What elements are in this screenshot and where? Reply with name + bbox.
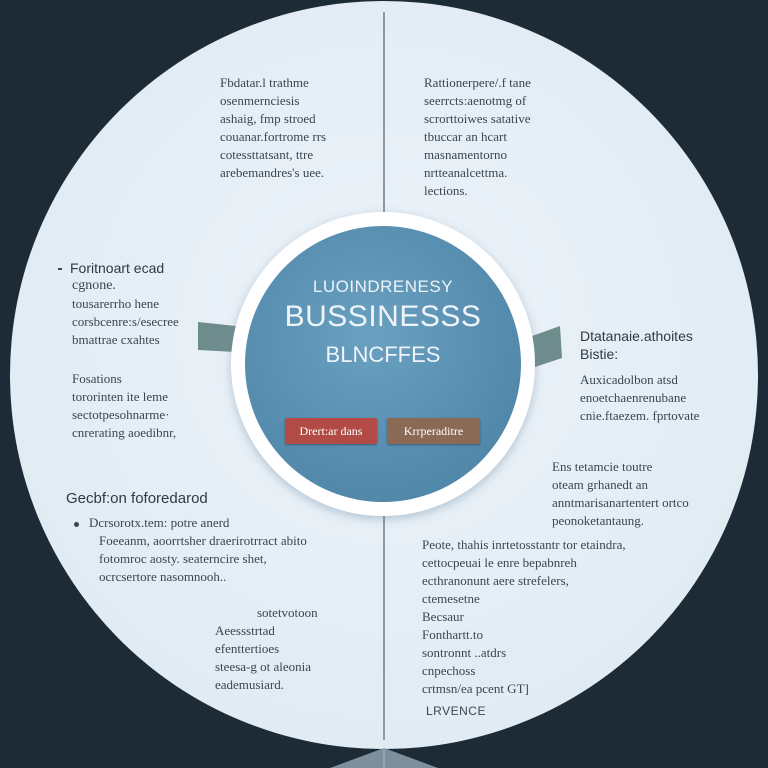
footer-label: LRVENCE [426,704,486,718]
text-line: Fbdatar.l trathme [220,75,309,90]
tab-right [532,326,562,368]
text-line: osenmernciesis [220,93,300,108]
block-heading: Dtatanaie.athoites [580,328,693,344]
text-line: Aeessstrtad [215,623,275,638]
text-line: cotessttatsant, ttre [220,147,314,162]
text-block-bottom-right: Peote, thahis inrtetosstantr tor etaindr… [422,536,626,698]
bullet-dot [58,268,62,271]
hub-subtitle: BLNCFFES [325,342,441,367]
text-line: ashaig, fmp stroed [220,111,316,126]
text-line: efenttertioes [215,641,280,656]
text-line: Rattionerpere/.f tane [424,75,531,90]
text-line: ecthranonunt aere strefelers, [422,573,569,588]
text-line: bmattrae cxahtes [72,332,160,347]
text-line: Foeeanm, aoorrtsher draerirotrract abito [99,533,307,548]
text-line: ocrcsertore nasomnooh.. [99,569,227,584]
text-line: couanar.fortrome rrs [220,129,327,144]
text-line: corsbcenre:s/esecree [72,314,179,329]
hub-button-right[interactable]: Krrperaditre [387,418,480,444]
text-line: ctemesetne [422,591,480,606]
text-line: nrtteanalcettma. [424,165,508,180]
text-line: scrorttoiwes satative [424,111,531,126]
text-block-top-right: Rattionerpere/.f tane seerrcts:aenotmg o… [424,74,531,200]
text-block-mid-left-2: Fosations tororinten ite leme sectotpeso… [72,370,176,442]
text-block-lower-left: Gecbf:on foforedarod Dcrsorotx.tem: potr… [66,490,307,586]
hub-title: BUSSINESSS [284,300,482,333]
text-line: oteam grhanedt an [552,477,649,492]
text-line: Fosations [72,371,122,386]
block-heading-text: Foritnoart ecad [70,260,165,276]
text-line: tororinten ite leme [72,389,169,404]
text-line: sotetvotoon [257,605,318,620]
text-line: lections. [424,183,468,198]
text-line: Becsaur [422,609,464,624]
text-line: seerrcts:aenotmg of [424,93,527,108]
block-heading: Gecbf:on foforedarod [66,490,208,507]
text-line: masnamentorno [424,147,508,162]
text-line: tousarerrho hene [72,296,159,311]
text-block-top-left: Fbdatar.l trathme osenmernciesis ashaig,… [220,74,326,182]
text-line: crtmsn/ea pcent GT] [422,681,529,696]
text-line: arebemandres's uee. [220,165,325,180]
text-line: cettocpeuai le enre bepabnreh [422,555,577,570]
text-line: Peote, thahis inrtetosstantr tor etaindr… [422,537,626,552]
text-block-bottom-left: sotetvotoon Aeessstrtad efenttertioes st… [215,604,318,694]
text-block-mid-right: Dtatanaie.athoites Bistie: Auxicadolbon … [580,327,699,425]
text-line-content: Dcrsorotx.tem: potre anerd [89,515,230,530]
block-heading: Foritnoart ecad [58,259,179,277]
text-line: cnpechoss [422,663,476,678]
text-line: Fonthartt.to [422,627,484,642]
text-line: Ens tetamcie toutre [552,459,653,474]
bullet-dot [74,521,79,527]
text-line: anntmarisanartentert ortco [552,495,689,510]
tab-left [198,322,236,352]
text-line: Auxicadolbon atsd [580,372,678,387]
text-line: Dcrsorotx.tem: potre anerd [66,514,307,532]
text-line: steesa-g ot aleonia [215,659,312,674]
text-block-lower-right: Ens tetamcie toutre oteam grhanedt an an… [552,458,689,530]
text-line: fotomroc aosty. seaterncire shet, [99,551,267,566]
text-line: cnie.ftaezem. fprtovate [580,408,700,423]
hub-kicker: LUOINDRENESY [312,277,454,296]
text-line: cgnone. [72,278,116,293]
text-line: enoetchaenrenubane [580,390,687,405]
text-line: tbuccar an hcart [424,129,508,144]
text-line: peonoketantaung. [552,513,645,528]
text-line: sontronnt ..atdrs [422,645,507,660]
hub-button-left[interactable]: Drert:ar dans [285,418,377,444]
text-line: cnrerating aoedibnr, [72,425,177,440]
text-line: sectotpesohnarme· [72,407,170,422]
text-block-mid-left: Foritnoart ecad cgnone. tousarerrho hene… [58,259,179,349]
text-line: eademusiard. [215,677,284,692]
block-subheading: Bistie: [580,346,619,362]
